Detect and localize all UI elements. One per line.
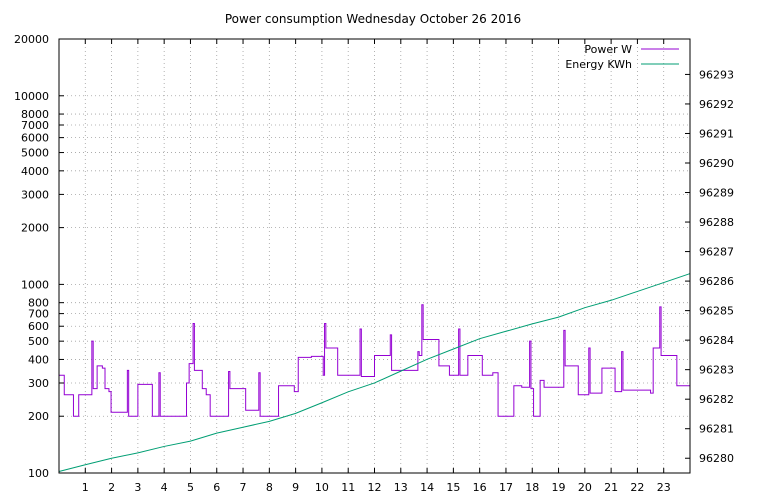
x-tick-label: 22: [630, 481, 644, 494]
x-tick-label: 15: [446, 481, 460, 494]
y-tick-label: 5000: [21, 147, 49, 160]
x-tick-label: 7: [240, 481, 247, 494]
x-tick-label: 3: [134, 481, 141, 494]
x-tick-label: 21: [604, 481, 618, 494]
x-tick-label: 4: [161, 481, 168, 494]
y-tick-label: 400: [28, 353, 49, 366]
y2-tick-label: 96293: [699, 68, 734, 81]
y2-tick-label: 96289: [699, 187, 734, 200]
x-tick-label: 20: [578, 481, 592, 494]
y-tick-label: 200: [28, 410, 49, 423]
y-tick-label: 7000: [21, 119, 49, 132]
x-tick-label: 1: [82, 481, 89, 494]
x-tick-label: 14: [420, 481, 434, 494]
y2-tick-label: 96291: [699, 127, 734, 140]
y2-tick-label: 96287: [699, 246, 734, 259]
y-tick-label: 2000: [21, 222, 49, 235]
energy-kwh-line: [58, 273, 690, 473]
y-tick-label: 1000: [21, 278, 49, 291]
y2-tick-label: 96284: [699, 334, 734, 347]
y2-tick-label: 96292: [699, 98, 734, 111]
y2-tick-label: 96280: [699, 452, 734, 465]
y-tick-label: 10000: [14, 90, 49, 103]
y-tick-label: 100: [28, 467, 49, 480]
series-layer: [58, 273, 690, 473]
y-tick-label: 800: [28, 297, 49, 310]
y-tick-label: 4000: [21, 165, 49, 178]
x-tick-label: 18: [525, 481, 539, 494]
legend-label: Power W: [584, 43, 632, 56]
y-tick-label: 3000: [21, 188, 49, 201]
chart-title: Power consumption Wednesday October 26 2…: [225, 12, 521, 26]
x-tick-label: 11: [341, 481, 355, 494]
y-tick-label: 8000: [21, 108, 49, 121]
x-tick-label: 23: [657, 481, 671, 494]
x-tick-label: 2: [108, 481, 115, 494]
x-tick-label: 16: [473, 481, 487, 494]
power-w-line: [59, 304, 690, 417]
x-tick-label: 8: [266, 481, 273, 494]
x-tick-label: 19: [552, 481, 566, 494]
grid: [59, 38, 690, 474]
x-tick-label: 10: [315, 481, 329, 494]
y-tick-label: 20000: [14, 33, 49, 46]
y-tick-label: 500: [28, 335, 49, 348]
y-tick-label: 6000: [21, 132, 49, 145]
x-tick-label: 13: [394, 481, 408, 494]
y2-tick-label: 96285: [699, 305, 734, 318]
y2-tick-label: 96281: [699, 423, 734, 436]
x-tick-label: 9: [292, 481, 299, 494]
legend: Power W Energy KWh: [565, 43, 679, 71]
y2-tick-label: 96288: [699, 216, 734, 229]
y-tick-label: 700: [28, 308, 49, 321]
y2-tick-label: 96283: [699, 364, 734, 377]
y2-tick-label: 96290: [699, 157, 734, 170]
y-tick-label: 600: [28, 320, 49, 333]
legend-label: Energy KWh: [565, 58, 632, 71]
x-tick-label: 6: [213, 481, 220, 494]
x-tick-label: 17: [499, 481, 513, 494]
y2-tick-label: 96286: [699, 275, 734, 288]
x-tick-label: 12: [368, 481, 382, 494]
y2-tick-label: 96282: [699, 393, 734, 406]
ticks: 1 2 3 4 5 6 7 8 9 10 11 12 13 14 15 16 17 18 19 20 21 22 23100…: [14, 33, 734, 494]
x-tick-label: 5: [187, 481, 194, 494]
y-tick-label: 300: [28, 377, 49, 390]
